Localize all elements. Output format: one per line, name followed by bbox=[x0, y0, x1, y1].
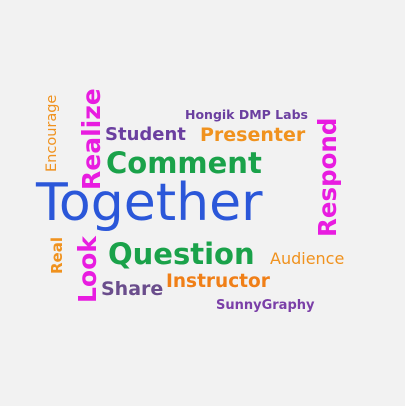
word-sunnygraphy: SunnyGraphy bbox=[216, 298, 315, 313]
word-encourage: Encourage bbox=[44, 94, 60, 172]
word-share: Share bbox=[101, 278, 164, 300]
word-hongik-dmp-labs: Hongik DMP Labs bbox=[185, 107, 308, 122]
word-question: Question bbox=[108, 237, 255, 271]
word-together: Together bbox=[36, 173, 263, 233]
word-real: Real bbox=[48, 237, 66, 274]
word-student: Student bbox=[105, 124, 186, 145]
word-presenter: Presenter bbox=[200, 124, 306, 146]
word-audience: Audience bbox=[270, 249, 345, 268]
word-look: Look bbox=[73, 236, 102, 303]
word-realize: Realize bbox=[77, 88, 106, 190]
word-instructor: Instructor bbox=[166, 271, 270, 292]
word-comment: Comment bbox=[106, 146, 262, 180]
word-respond: Respond bbox=[313, 117, 342, 237]
